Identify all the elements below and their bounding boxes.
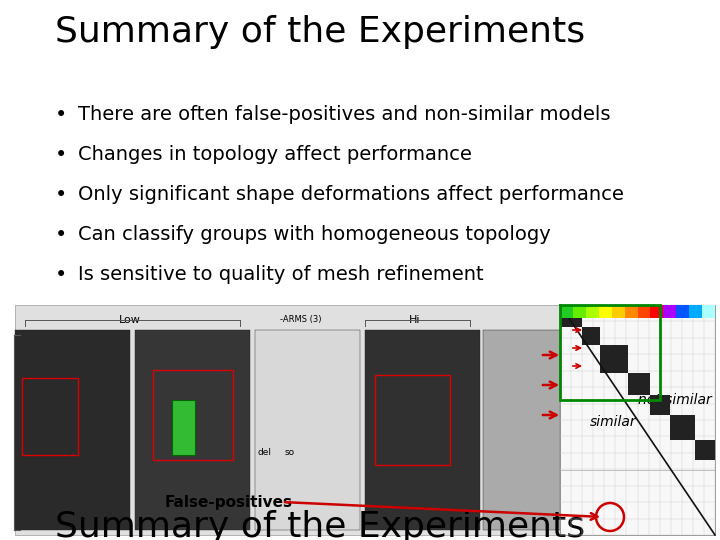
Bar [22, 378, 78, 455]
Bar [650, 305, 663, 318]
Text: •: • [55, 145, 67, 165]
Bar [135, 330, 250, 530]
Bar [15, 330, 130, 530]
Bar [600, 345, 628, 373]
Bar [573, 305, 586, 318]
Bar [628, 373, 650, 395]
Text: Can classify groups with homogeneous topology: Can classify groups with homogeneous top… [78, 225, 551, 244]
Bar [612, 305, 624, 318]
Bar [153, 370, 233, 460]
Text: Changes in topology affect performance: Changes in topology affect performance [78, 145, 472, 164]
Bar [483, 330, 560, 530]
Bar [663, 305, 676, 318]
Bar [560, 305, 715, 535]
Text: •: • [55, 225, 67, 245]
Text: del: del [258, 448, 272, 457]
Text: Summary of the Experiments: Summary of the Experiments [55, 15, 585, 49]
Bar [670, 415, 695, 440]
Text: •: • [55, 185, 67, 205]
Bar [689, 305, 702, 318]
Text: not similar: not similar [638, 393, 712, 407]
Bar [375, 375, 450, 465]
Text: •: • [55, 265, 67, 285]
Text: False-positives: False-positives [165, 495, 293, 510]
Bar [702, 305, 715, 318]
Bar [650, 395, 670, 415]
Text: Hi: Hi [409, 315, 420, 325]
Bar [676, 305, 689, 318]
Text: Low: Low [119, 315, 141, 325]
Bar [586, 305, 599, 318]
Bar [582, 327, 600, 345]
Bar [560, 305, 582, 327]
Text: There are often false-positives and non-similar models: There are often false-positives and non-… [78, 105, 611, 124]
Bar [560, 305, 660, 400]
Text: Only significant shape deformations affect performance: Only significant shape deformations affe… [78, 185, 624, 204]
Bar [15, 305, 560, 535]
Bar [255, 330, 360, 530]
Bar [365, 330, 480, 530]
Bar [599, 305, 612, 318]
Text: similar: similar [590, 415, 636, 429]
Bar [637, 305, 650, 318]
Text: Is sensitive to quality of mesh refinement: Is sensitive to quality of mesh refineme… [78, 265, 484, 284]
Bar [560, 305, 573, 318]
Bar [695, 440, 715, 460]
Bar [624, 305, 637, 318]
Text: •: • [55, 105, 67, 125]
Text: so: so [285, 448, 295, 457]
Text: Summary of the Experiments: Summary of the Experiments [55, 510, 585, 540]
Text: -ARMS (3): -ARMS (3) [280, 315, 322, 324]
Bar [172, 400, 195, 455]
